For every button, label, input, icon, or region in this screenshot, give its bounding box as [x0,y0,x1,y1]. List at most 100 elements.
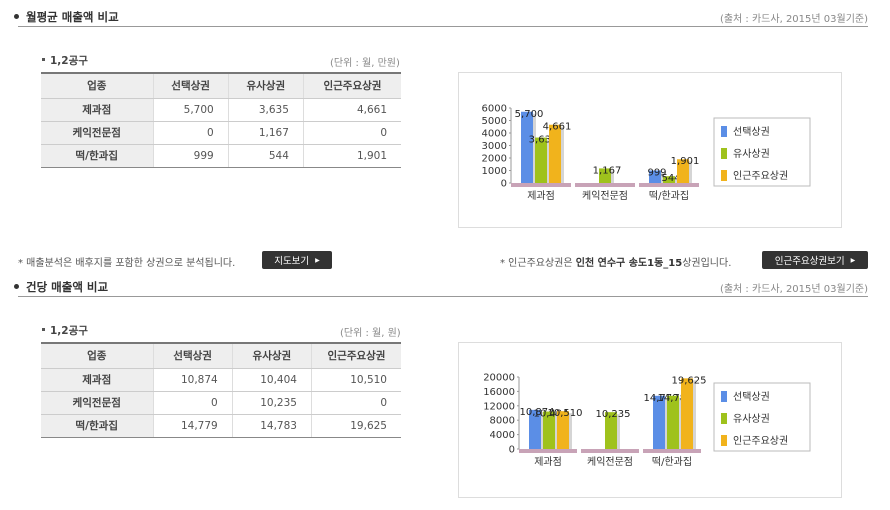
data-label: 999 [647,168,666,179]
y-tick-label: 16000 [483,387,515,398]
bar [529,409,541,449]
table-cell: 10,235 [232,391,312,415]
bar-shadow [675,178,678,183]
data-label: 3,635 [529,135,558,146]
data-label: 10,510 [548,408,583,419]
table-row: 떡/한과집 14,779 14,783 19,625 [41,414,401,438]
per-transaction-chart: 20000 16000 12000 8000 4000 0 제과점 10,874 10,404 1… [458,342,842,498]
table-cell: 4,661 [303,98,401,122]
data-label: 14,779 [644,393,679,404]
nearby-area-note: * 인근주요상권은 인천 연수구 송도1동_15상권입니다. [500,254,731,269]
legend-swatch [721,148,727,159]
data-label: 10,404 [534,409,569,420]
bar-shadow [533,113,536,183]
table-cell: 0 [153,121,229,145]
bar [521,111,533,183]
bar-shadow [689,161,692,183]
category-base [639,183,699,187]
section-title-monthly-sales: 월평균 매출액 비교 [14,10,119,24]
legend-swatch [721,413,727,424]
row-header: 떡/한과집 [41,414,154,438]
table-cell: 544 [228,144,304,168]
table-cell: 1,167 [228,121,304,145]
source-note: (출처 : 카드사, 2015년 03월기준) [719,284,868,295]
bar [649,170,661,183]
table-cell: 14,779 [153,414,233,438]
data-label: 1,167 [593,165,622,176]
column-header: 선택상권 [153,343,233,369]
bar-shadow [617,414,620,449]
x-tick-label: 케익전문점 [587,456,633,468]
bar [543,411,555,449]
bar-shadow [547,139,550,183]
table-row: 떡/한과집 999 544 1,901 [41,144,401,168]
bar [557,411,569,449]
table-row: 케익전문점 0 10,235 0 [41,391,401,415]
bar-shadow [611,170,614,183]
column-header: 선택상권 [153,73,229,99]
bar-shadow [693,380,696,449]
column-header: 인근주요상권 [311,343,401,369]
category-base [519,449,577,453]
arrow-right-icon: ▶ [850,256,856,264]
table-header-row: 업종 선택상권 유사상권 인근주요상권 [41,73,401,99]
arrow-right-icon: ▶ [315,256,320,264]
column-header: 유사상권 [232,343,312,369]
map-view-button-label: 지도보기 [274,256,310,267]
x-tick-label: 떡/한과집 [652,456,692,468]
bar [653,395,665,449]
data-label: 1,901 [671,156,700,167]
column-header: 업종 [41,343,154,369]
bar [549,124,561,183]
bar [663,176,675,183]
bar [599,168,611,183]
legend-label: 유사상권 [733,148,770,160]
table-row: 제과점 10,874 10,404 10,510 [41,368,401,392]
row-header: 케익전문점 [41,391,154,415]
y-tick-label: 8000 [490,416,515,427]
bar-shadow [555,413,558,449]
bar-shadow [561,126,564,183]
analysis-note: * 매출분석은 배후지를 포함한 상권으로 분석됩니다. [18,258,236,269]
column-header: 유사상권 [228,73,304,99]
table-row: 케익전문점 0 1,167 0 [41,121,401,145]
table-row: 제과점 5,700 3,635 4,661 [41,98,401,122]
column-header: 인근주요상권 [303,73,401,99]
map-view-button[interactable]: 지도보기 ▶ [262,251,332,269]
unit-label: (단위 : 월, 만원) [330,58,400,69]
legend-swatch [721,391,727,402]
table-cell: 3,635 [228,98,304,122]
table-cell: 14,783 [232,414,312,438]
nearby-note-suffix: 상권입니다. [682,258,732,269]
bar-shadow [541,411,544,449]
y-tick-label: 12000 [483,401,515,412]
x-tick-label: 제과점 [527,190,555,202]
y-tick-label: 5000 [482,116,507,127]
monthly-sales-chart: 6000 5000 4000 3000 2000 1000 0 제과점 5,700 3,635 4,… [458,72,842,228]
data-label: 10,874 [520,407,555,418]
bar [681,378,693,449]
table-cell: 0 [303,121,401,145]
section-title-per-transaction: 건당 매출액 비교 [13,280,109,294]
column-header: 업종 [41,73,154,99]
nearby-area-button[interactable]: 인근주요상권보기 ▶ [762,251,868,269]
bar-shadow [569,413,572,449]
category-base [575,183,635,187]
table-cell: 10,404 [232,368,312,392]
y-tick-label: 20000 [483,373,515,384]
x-tick-label: 케익전문점 [582,190,628,202]
source-note: (출처 : 카드사, 2015년 03월기준) [719,14,868,25]
area-label: 1,2공구 [42,55,88,67]
table-cell: 1,901 [303,144,401,168]
table-header-row: 업종 선택상권 유사상권 인근주요상권 [41,343,401,369]
legend-label: 인근주요상권 [733,435,788,447]
table-cell: 5,700 [153,98,229,122]
table-cell: 19,625 [311,414,401,438]
table-cell: 999 [153,144,229,168]
bar-shadow [661,172,664,183]
y-tick-label: 4000 [490,430,515,441]
legend-label: 선택상권 [733,126,770,138]
category-base [581,449,639,453]
bar [535,137,547,183]
legend-box [713,382,811,452]
